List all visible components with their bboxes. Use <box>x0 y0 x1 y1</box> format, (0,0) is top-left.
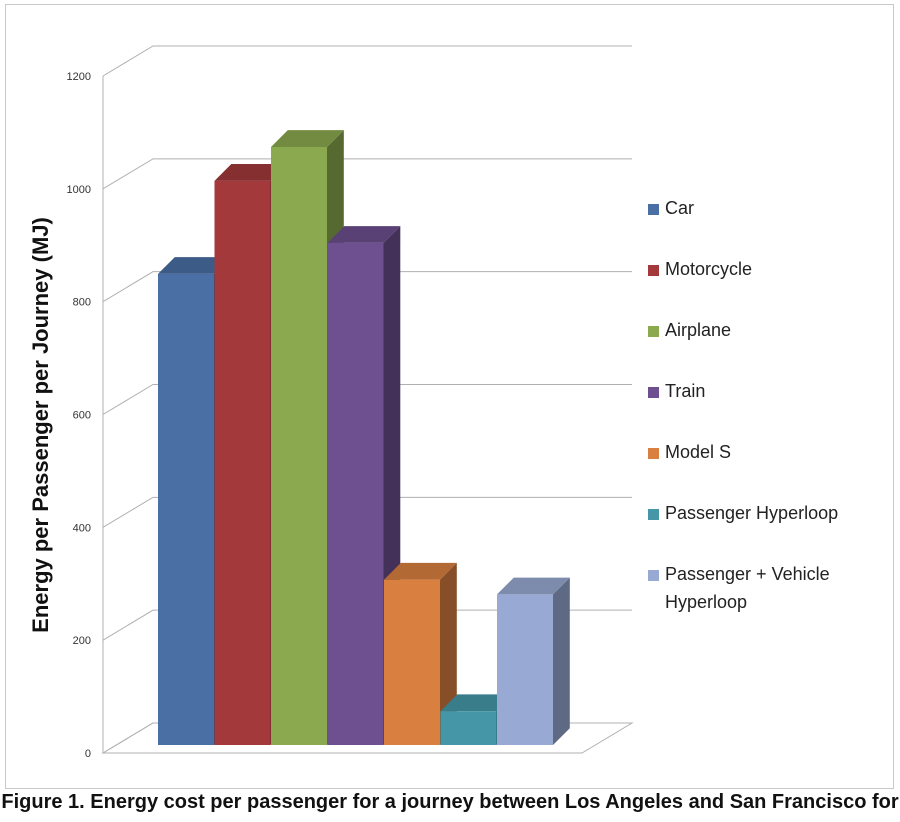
legend-label: Passenger Hyperloop <box>665 503 839 523</box>
legend-label: Motorcycle <box>665 259 753 279</box>
bar-front <box>440 711 497 745</box>
bar-front <box>158 273 214 745</box>
legend-swatch <box>648 448 659 459</box>
legend-item: Airplane <box>648 320 731 344</box>
bar-chart-3d: 0 200 400 600 800 1000 1200 Energy per Passeng… <box>28 45 634 760</box>
bar-front <box>384 579 440 745</box>
y-tick-label: 200 <box>73 635 91 647</box>
gridline <box>102 609 632 641</box>
legend-label: Model S <box>665 442 732 462</box>
y-tick-label: 800 <box>73 297 91 309</box>
bar-front <box>271 146 327 745</box>
legend-swatch <box>648 509 659 520</box>
y-tick-label: 0 <box>85 748 91 760</box>
bar-passenger-vehicle-hyperloop <box>497 577 570 745</box>
legend-label: Car <box>665 198 695 218</box>
bar-top <box>327 226 401 243</box>
legend-item: Passenger + Vehicle Hyperloop <box>648 564 865 616</box>
bar-top <box>271 130 344 147</box>
bar-top <box>158 257 231 274</box>
legend-swatch <box>648 265 659 276</box>
bar-top <box>497 577 570 595</box>
bar-train <box>327 226 401 745</box>
bar-side <box>553 577 570 745</box>
y-tick-label: 1200 <box>67 71 91 83</box>
y-tick-label: 400 <box>73 522 91 534</box>
legend-item: Car <box>648 198 694 222</box>
legend-swatch <box>648 326 659 337</box>
legend-label: Passenger + Vehicle Hyperloop <box>665 564 830 612</box>
bar-top <box>440 694 514 712</box>
legend-item: Train <box>648 381 705 405</box>
bar-front <box>497 594 553 745</box>
legend-swatch <box>648 204 659 215</box>
bar-model-s <box>384 562 457 745</box>
y-tick-label: 600 <box>73 410 91 422</box>
legend-item: Model S <box>648 442 731 466</box>
legend-swatch <box>648 387 659 398</box>
bar-top <box>384 562 457 580</box>
legend-label: Train <box>665 381 706 401</box>
bar-front <box>327 242 384 745</box>
legend-label: Airplane <box>665 320 732 340</box>
gridline <box>102 271 632 303</box>
y-axis-label: Energy per Passenger per Journey (MJ) <box>28 217 53 633</box>
legend-item: Motorcycle <box>648 259 752 283</box>
legend-swatch <box>648 570 659 581</box>
gridline <box>102 384 632 415</box>
figure-caption: Figure 1. Energy cost per passenger for … <box>1 791 899 813</box>
y-tick-label: 1000 <box>67 184 91 196</box>
legend-item: Passenger Hyperloop <box>648 503 838 527</box>
gridline <box>102 496 632 528</box>
gridline <box>102 158 632 190</box>
bar-top <box>214 164 288 181</box>
bar-front <box>214 180 271 746</box>
gridline <box>102 45 632 77</box>
